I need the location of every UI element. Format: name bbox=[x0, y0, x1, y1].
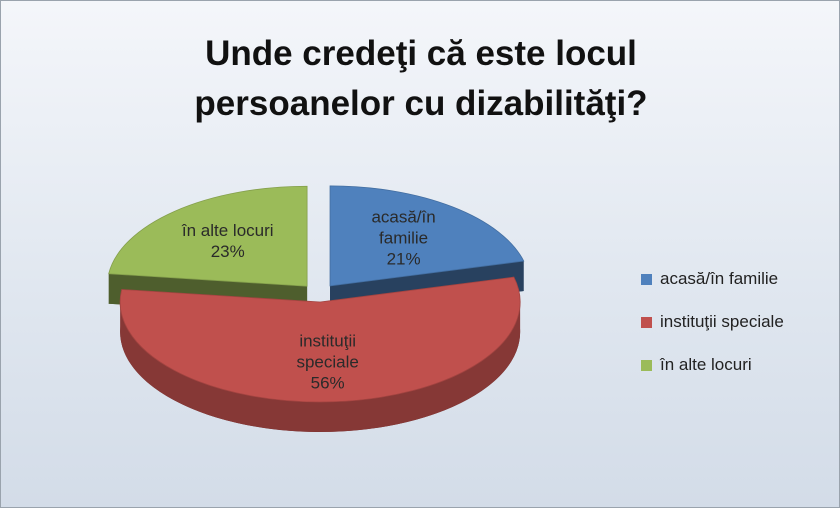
data-label: acasă/în familie 21% bbox=[349, 207, 459, 270]
slice-wall bbox=[120, 301, 521, 432]
legend-item: acasă/în familie bbox=[641, 269, 778, 289]
data-label-category: în alte locuri bbox=[181, 221, 274, 241]
data-label-value: 56% bbox=[310, 373, 345, 393]
legend-item: în alte locuri bbox=[641, 355, 752, 375]
data-label-category: instituţii speciale bbox=[296, 331, 359, 372]
legend-swatch bbox=[641, 273, 652, 285]
legend-swatch bbox=[641, 359, 652, 371]
data-label-category: acasă/în familie bbox=[371, 207, 436, 248]
data-label-value: 23% bbox=[210, 242, 245, 262]
legend-label: în alte locuri bbox=[660, 355, 752, 374]
legend-swatch bbox=[641, 316, 652, 328]
slice bbox=[329, 185, 525, 287]
data-label: instituţii speciale 56% bbox=[273, 330, 383, 393]
legend-label: acasă/în familie bbox=[660, 269, 779, 288]
data-label: în alte locuri 23% bbox=[173, 220, 283, 262]
legend-label: instituţii speciale bbox=[660, 312, 784, 331]
legend-item: instituţii speciale bbox=[641, 312, 784, 332]
chart-title: Unde credeţi că este locul persoanelor c… bbox=[194, 34, 648, 123]
slice bbox=[108, 185, 308, 287]
data-label-value: 21% bbox=[386, 249, 421, 269]
slice bbox=[119, 276, 521, 403]
